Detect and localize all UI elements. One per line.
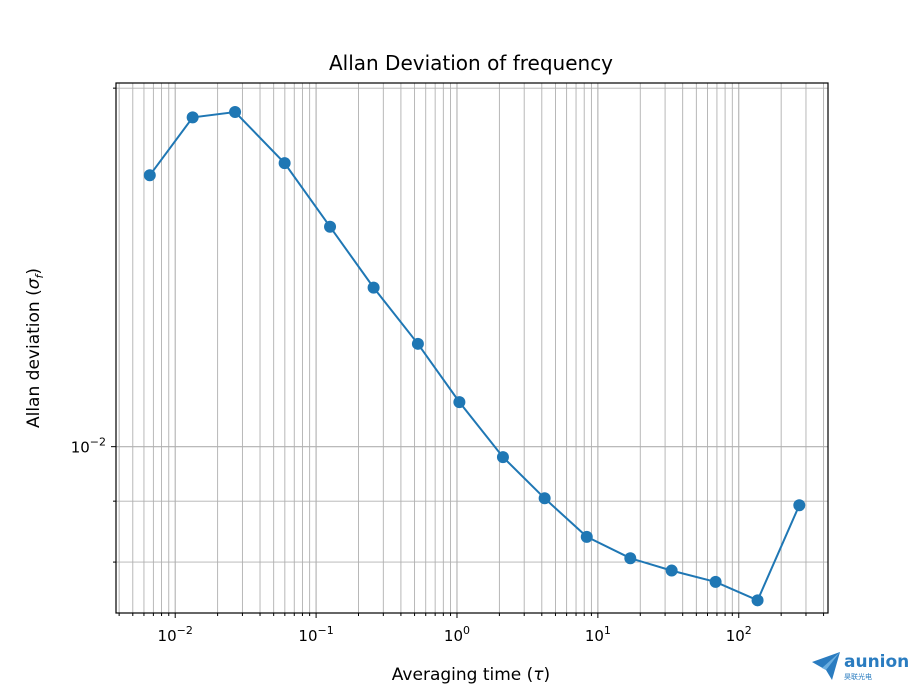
grid [116, 83, 828, 613]
y-tick-label: 10−2 [71, 436, 106, 457]
y-axis-label: Allan deviation (σf) [24, 268, 46, 428]
data-point [186, 111, 199, 124]
data-point [624, 552, 637, 565]
data-point [411, 337, 424, 350]
chart-title: Allan Deviation of frequency [329, 51, 613, 75]
x-tick-label: 101 [585, 624, 611, 645]
data-point [751, 594, 764, 607]
x-tick-label: 10−1 [298, 624, 333, 645]
logo-subtitle: 昊联光电 [844, 672, 872, 681]
data-point [229, 105, 242, 118]
aunion-logo: aunion 昊联光电 [812, 652, 909, 681]
data-point [496, 451, 509, 464]
x-tick-label: 100 [444, 624, 470, 645]
axis-ticks: 10−2 10−1 100 101 102 10−2 [71, 87, 825, 645]
data-point [665, 564, 678, 577]
series-line [148, 110, 801, 602]
data-series [143, 105, 806, 607]
data-point [453, 396, 466, 409]
data-point [278, 157, 291, 170]
x-tick-label: 102 [726, 624, 752, 645]
x-tick-label: 10−2 [158, 624, 193, 645]
logo-brand: aunion [844, 652, 909, 672]
data-point [143, 169, 156, 182]
data-point [538, 492, 551, 505]
data-point [580, 530, 593, 543]
plot-frame [115, 82, 829, 614]
x-axis-label: Averaging time (τ) [392, 665, 550, 685]
data-point [324, 220, 337, 233]
data-point [367, 281, 380, 294]
data-point [793, 499, 806, 512]
data-point [709, 575, 722, 588]
